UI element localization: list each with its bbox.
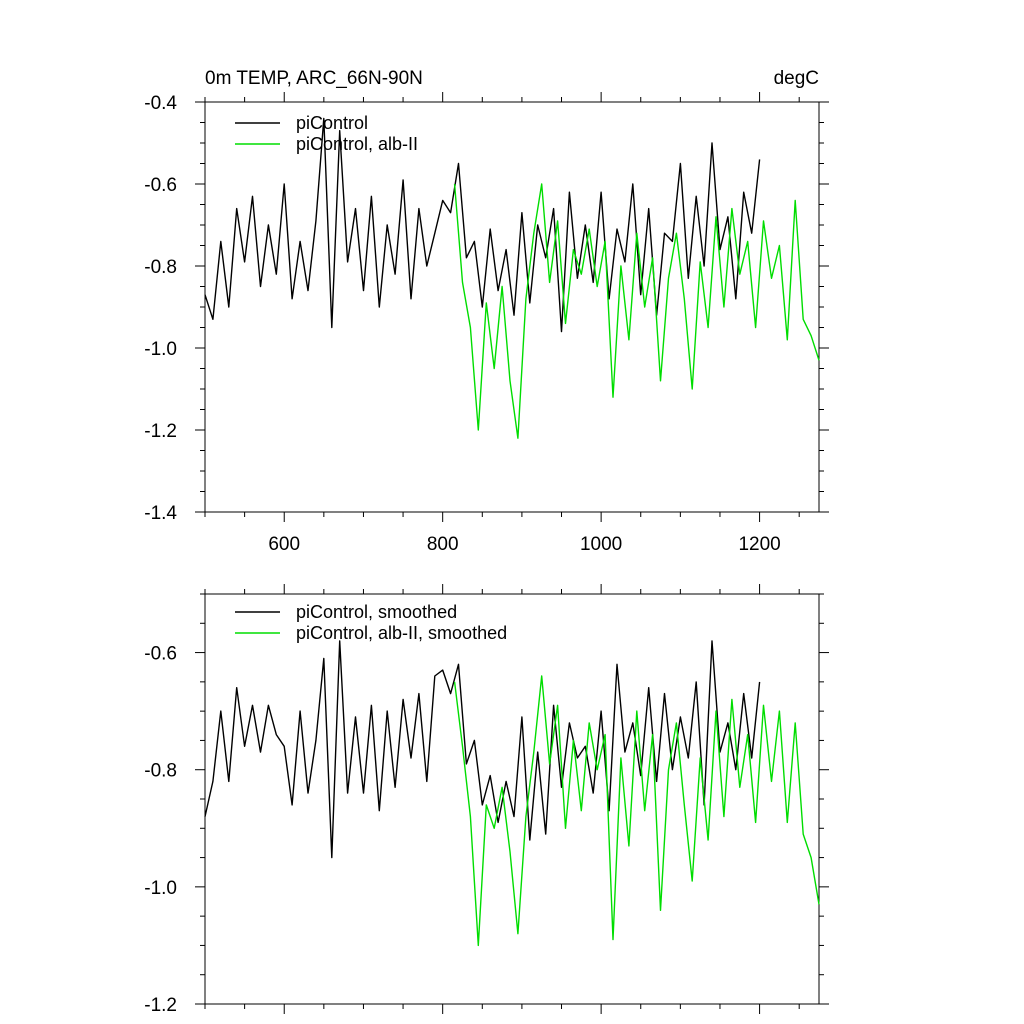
bottom-legend-label-smoothed: piControl, smoothed: [296, 602, 457, 622]
top-legend-label-picontrol: piControl: [296, 113, 368, 133]
bottom-panel: -1.2 -1.0 -0.8 -0.6 piControl, smoothed piC…: [144, 584, 829, 1016]
bottom-plot-frame: [204, 593, 820, 1005]
series-line-alb-ii: [453, 183, 820, 439]
y-tick-label: -1.0: [144, 878, 177, 899]
x-tick-label: 600: [268, 534, 300, 555]
y-tick-label: -0.6: [144, 175, 177, 196]
bottom-series-group: [204, 640, 820, 947]
x-tick-label: 1200: [738, 534, 780, 555]
y-tick-label: -0.8: [144, 257, 177, 278]
bottom-legend-label-alb-ii-smoothed: piControl, alb-II, smoothed: [296, 623, 507, 643]
series-line-picontrol: [204, 640, 761, 859]
top-plot-frame: [204, 101, 820, 513]
y-tick-label: -1.2: [144, 995, 177, 1016]
y-tick-label: -0.8: [144, 761, 177, 782]
x-tick-label: 800: [427, 534, 459, 555]
top-legend-label-alb-ii: piControl, alb-II: [296, 134, 418, 154]
y-tick-label: -1.2: [144, 421, 177, 442]
top-chart-units: degC: [774, 68, 819, 89]
y-tick-label: -0.6: [144, 644, 177, 665]
series-line-picontrol: [204, 117, 761, 333]
bottom-legend: piControl, smoothed piControl, alb-II, s…: [235, 602, 507, 643]
bottom-axis-ticks: -1.2 -1.0 -0.8 -0.6: [144, 584, 829, 1016]
top-legend: piControl piControl, alb-II: [235, 113, 418, 154]
x-tick-label: 1000: [580, 534, 622, 555]
top-axis-ticks: 600 800 1000 1200 -1.4 -1.2 -1.0 -0.8 -0.6 -0.4: [144, 92, 829, 555]
top-series-group: [204, 117, 820, 439]
series-line-alb-ii: [453, 675, 820, 947]
top-panel: 0m TEMP, ARC_66N-90N degC 600 800 1000 1200…: [144, 68, 829, 555]
top-chart-title: 0m TEMP, ARC_66N-90N: [205, 68, 423, 89]
y-tick-label: -0.4: [144, 93, 177, 114]
y-tick-label: -1.0: [144, 339, 177, 360]
y-tick-label: -1.4: [144, 503, 177, 524]
